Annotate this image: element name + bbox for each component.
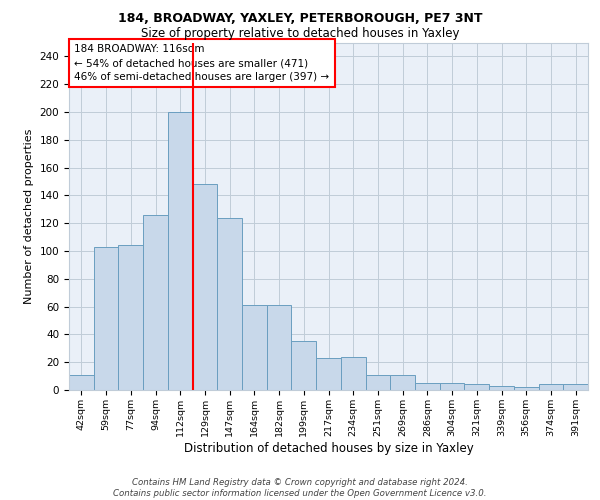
- Text: Size of property relative to detached houses in Yaxley: Size of property relative to detached ho…: [141, 28, 459, 40]
- Bar: [341, 356, 365, 390]
- Bar: [242, 305, 267, 390]
- Bar: [193, 184, 217, 390]
- Bar: [69, 374, 94, 390]
- X-axis label: Distribution of detached houses by size in Yaxley: Distribution of detached houses by size …: [184, 442, 473, 454]
- Bar: [267, 305, 292, 390]
- Bar: [464, 384, 489, 390]
- Bar: [390, 374, 415, 390]
- Bar: [539, 384, 563, 390]
- Bar: [316, 358, 341, 390]
- Bar: [292, 342, 316, 390]
- Bar: [365, 374, 390, 390]
- Bar: [440, 383, 464, 390]
- Bar: [217, 218, 242, 390]
- Bar: [143, 215, 168, 390]
- Bar: [514, 387, 539, 390]
- Bar: [415, 383, 440, 390]
- Text: 184, BROADWAY, YAXLEY, PETERBOROUGH, PE7 3NT: 184, BROADWAY, YAXLEY, PETERBOROUGH, PE7…: [118, 12, 482, 26]
- Bar: [563, 384, 588, 390]
- Bar: [94, 247, 118, 390]
- Bar: [168, 112, 193, 390]
- Y-axis label: Number of detached properties: Number of detached properties: [24, 128, 34, 304]
- Bar: [118, 246, 143, 390]
- Text: 184 BROADWAY: 116sqm
← 54% of detached houses are smaller (471)
46% of semi-deta: 184 BROADWAY: 116sqm ← 54% of detached h…: [74, 44, 329, 82]
- Bar: [489, 386, 514, 390]
- Text: Contains HM Land Registry data © Crown copyright and database right 2024.
Contai: Contains HM Land Registry data © Crown c…: [113, 478, 487, 498]
